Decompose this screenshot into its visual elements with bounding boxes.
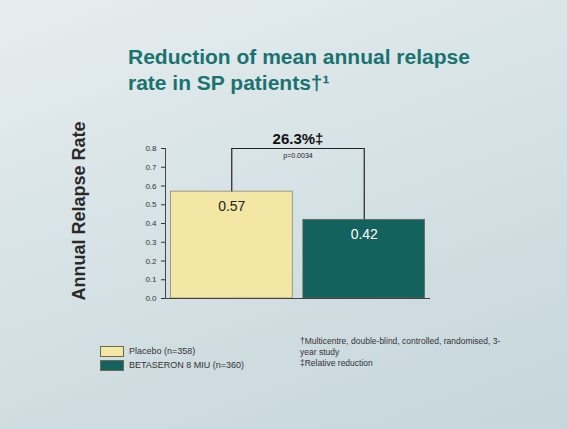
svg-text:0.0: 0.0 bbox=[145, 294, 157, 303]
html-text:‡Relative reduction: ‡Relative reduction bbox=[300, 358, 373, 368]
svg-text:0.8: 0.8 bbox=[145, 144, 157, 153]
svg-text:0.57: 0.57 bbox=[218, 198, 245, 214]
html-text:Reduction of mean annual relap: Reduction of mean annual relapse rate in… bbox=[128, 45, 470, 94]
svg-text:0.2: 0.2 bbox=[145, 257, 157, 266]
svg-text:0.3: 0.3 bbox=[145, 238, 157, 247]
svg-text:0.1: 0.1 bbox=[145, 275, 157, 284]
svg-text:26.3%‡: 26.3%‡ bbox=[273, 130, 324, 147]
svg-text:0.4: 0.4 bbox=[145, 219, 157, 228]
html-text:BETASERON 8 MIU (n=360): BETASERON 8 MIU (n=360) bbox=[129, 360, 245, 370]
html-text:Annual Relapse Rate: Annual Relapse Rate bbox=[69, 121, 89, 301]
svg-text:p=0.0034: p=0.0034 bbox=[283, 152, 312, 160]
svg-text:0.7: 0.7 bbox=[145, 163, 157, 172]
svg-text:0.5: 0.5 bbox=[145, 200, 157, 209]
svg-text:0.6: 0.6 bbox=[145, 182, 157, 191]
html-text:†Multicentre, double-blind, co: †Multicentre, double-blind, controlled, … bbox=[300, 336, 501, 357]
html-text:Placebo (n=358): Placebo (n=358) bbox=[129, 346, 196, 356]
svg-text:0.42: 0.42 bbox=[351, 226, 378, 242]
